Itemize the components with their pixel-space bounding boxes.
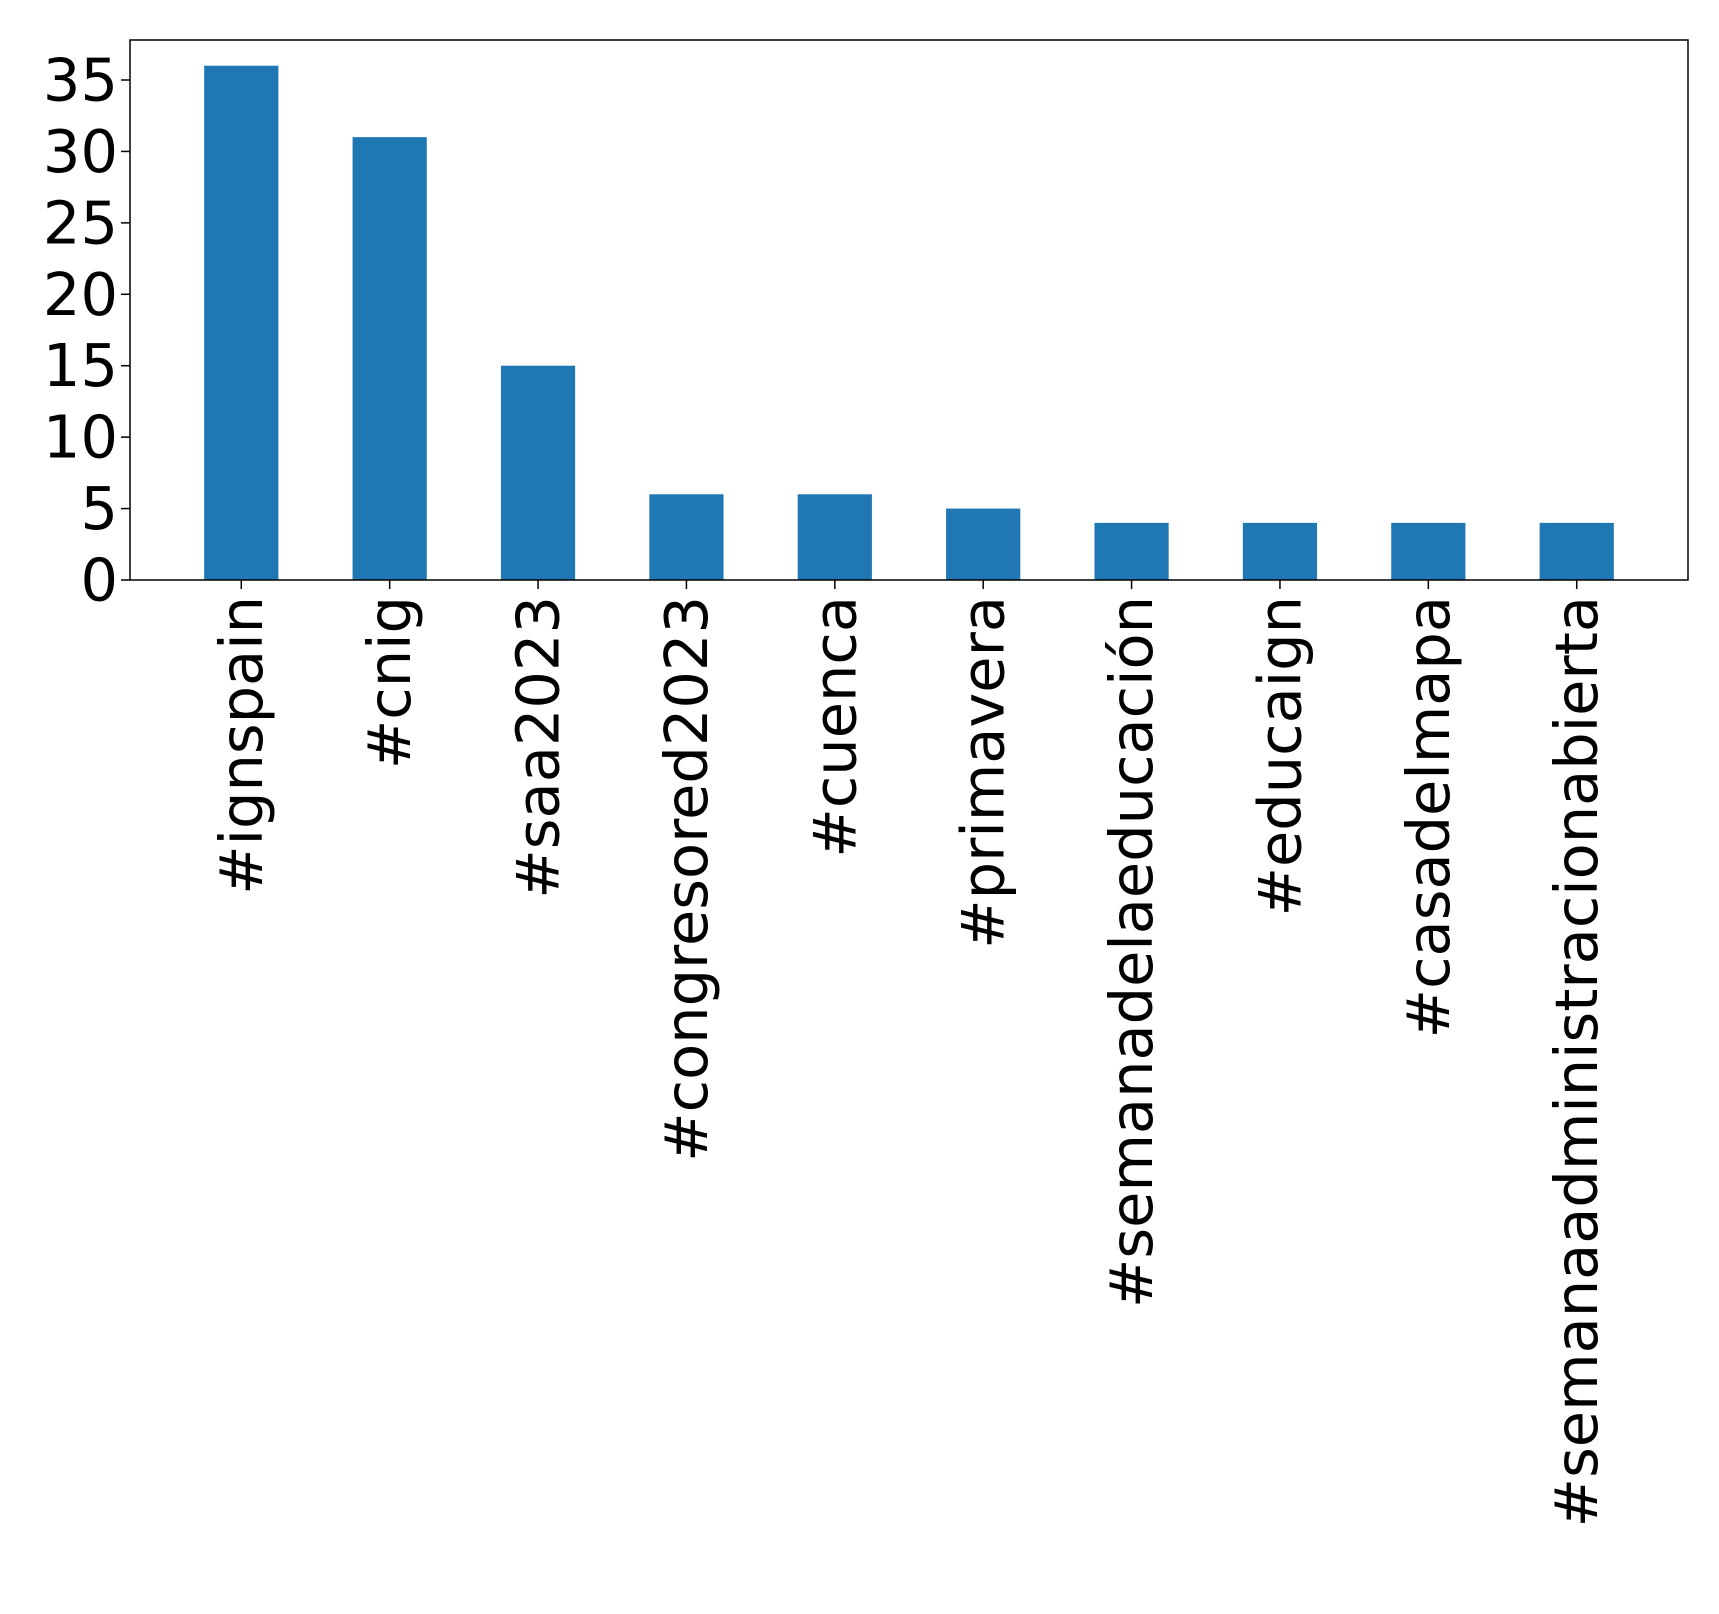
- x-tick-label-6: #semanadelaeducación: [1097, 596, 1166, 1308]
- y-tick-label-2: 10: [43, 403, 118, 472]
- bar-2: [500, 365, 576, 580]
- bar-0: [204, 65, 279, 580]
- x-tick-label-9: #semanaadministracionabierta: [1542, 596, 1611, 1527]
- x-tick-label-7: #educaign: [1245, 596, 1314, 916]
- y-tick-label-0: 0: [80, 546, 118, 615]
- plot-frame: [129, 39, 1689, 581]
- y-tick-label-3: 15: [43, 331, 118, 400]
- x-tick-label-1: #cnig: [355, 596, 424, 769]
- bar-7: [1242, 522, 1318, 580]
- y-tick-label-7: 35: [43, 46, 118, 115]
- y-tick-label-1: 5: [80, 474, 118, 543]
- x-tick-label-0: #ignspain: [207, 596, 276, 895]
- bar-9: [1539, 522, 1614, 580]
- y-tick-label-4: 20: [43, 260, 118, 329]
- bar-5: [946, 508, 1021, 580]
- bar-8: [1391, 522, 1466, 580]
- x-tick-label-2: #saa2023: [504, 596, 573, 899]
- y-tick-label-5: 25: [43, 188, 118, 257]
- x-axis: #ignspain #cnig #saa2023 #congresored2023 #c…: [207, 580, 1611, 1527]
- y-tick-label-6: 30: [43, 117, 118, 186]
- x-tick-label-5: #primavera: [949, 596, 1018, 949]
- x-tick-label-8: #casadelmapa: [1394, 596, 1463, 1038]
- bar-6: [1094, 522, 1169, 580]
- bar-4: [797, 494, 872, 580]
- x-tick-label-3: #congresored2023: [652, 596, 721, 1162]
- bar-1: [352, 137, 427, 580]
- x-tick-label-4: #cuenca: [800, 596, 869, 858]
- bars-group: [204, 65, 1614, 580]
- bar-3: [649, 494, 724, 580]
